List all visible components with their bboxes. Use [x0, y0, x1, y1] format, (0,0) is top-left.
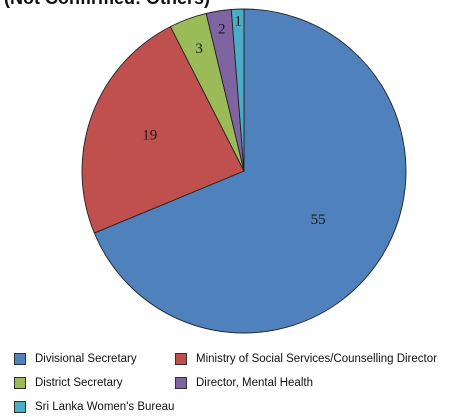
pie-slice [81, 26, 245, 234]
pie-chart: 55 19 321 [81, 8, 407, 334]
legend-label: Ministry of Social Services/Counselling … [196, 353, 437, 365]
legend-label: Sri Lanka Women's Bureau [35, 401, 175, 413]
legend-swatch [175, 353, 187, 365]
slice-value-label: 2 [218, 22, 226, 38]
legend-swatch [175, 377, 187, 389]
pie-slice [93, 8, 407, 334]
legend-swatch [14, 377, 26, 389]
slice-value-label: 3 [195, 41, 203, 57]
slice-value-label: 19 [142, 128, 157, 144]
legend-item-divisional-secretary: Divisional Secretary [14, 353, 137, 365]
legend-item-district-secretary: District Secretary [14, 377, 123, 389]
legend-item-director-mental-health: Director, Mental Health [175, 377, 313, 389]
pie-slice [230, 8, 245, 172]
slice-value-label: 1 [234, 14, 242, 30]
legend-item-ministry-social-services: Ministry of Social Services/Counselling … [175, 353, 437, 365]
legend-label: District Secretary [35, 377, 123, 389]
chart-title: (Not Confirmed: Others) [4, 0, 210, 9]
legend-swatch [14, 401, 26, 413]
legend-label: Director, Mental Health [196, 377, 313, 389]
slice-value-label: 55 [311, 212, 326, 228]
legend-swatch [14, 353, 26, 365]
legend-label: Divisional Secretary [35, 353, 137, 365]
legend-item-sri-lanka-womens-bureau: Sri Lanka Women's Bureau [14, 401, 174, 413]
